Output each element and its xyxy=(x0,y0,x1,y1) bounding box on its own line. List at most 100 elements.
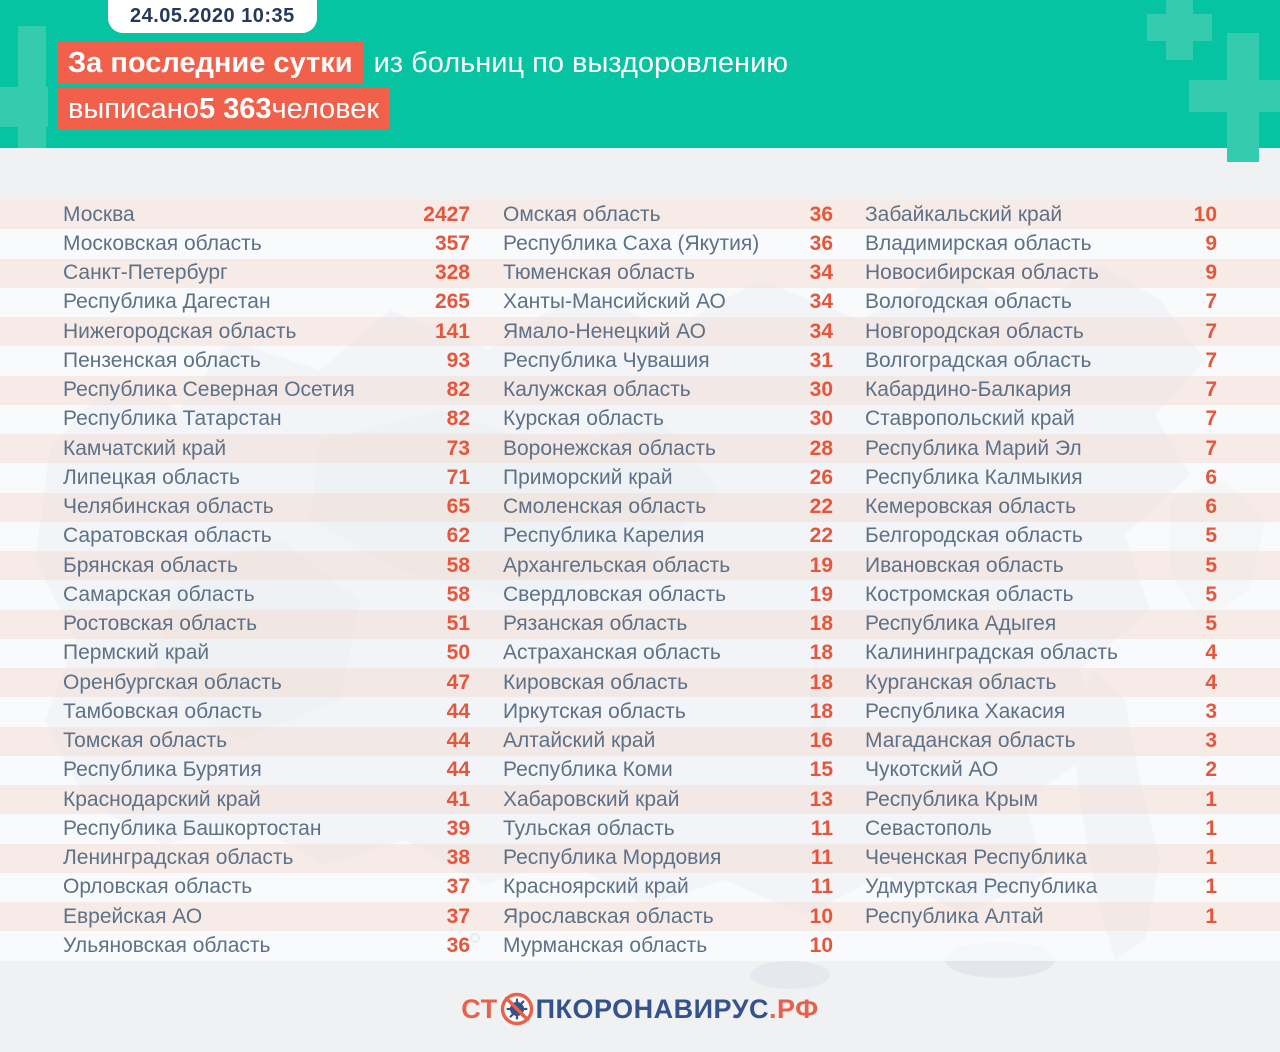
region-row: Кировская область 18 xyxy=(503,668,833,697)
region-name: Ямало-Ненецкий АО xyxy=(503,319,706,343)
region-name: Брянская область xyxy=(63,553,238,577)
region-row: Воронежская область 28 xyxy=(503,434,833,463)
region-row: Республика Адыгея 5 xyxy=(865,610,1217,639)
region-row: Ханты-Мансийский АО 34 xyxy=(503,288,833,317)
region-value: 2427 xyxy=(423,202,470,226)
region-name: Тюменская область xyxy=(503,261,695,285)
region-name: Оренбургская область xyxy=(63,670,282,694)
region-value: 4 xyxy=(1205,641,1217,665)
row-stripe xyxy=(0,872,1280,902)
region-name: Республика Калмыкия xyxy=(865,465,1083,489)
region-name: Курганская область xyxy=(865,670,1057,694)
region-row: Республика Татарстан 82 xyxy=(63,405,470,434)
row-stripe xyxy=(0,434,1280,464)
row-stripe xyxy=(0,726,1280,756)
region-value: 9 xyxy=(1205,231,1217,255)
region-name: Новосибирская область xyxy=(865,261,1099,285)
region-name: Кабардино-Балкария xyxy=(865,378,1072,402)
region-name: Республика Мордовия xyxy=(503,846,722,870)
region-row: Калининградская область 4 xyxy=(865,639,1217,668)
region-name: Мурманская область xyxy=(503,933,708,957)
region-value: 15 xyxy=(809,758,833,782)
region-row: Свердловская область 19 xyxy=(503,580,833,609)
region-name: Саратовская область xyxy=(63,524,272,548)
region-name: Орловская область xyxy=(63,875,253,899)
region-row: Камчатский край 73 xyxy=(63,434,470,463)
logo-text-rf: .РФ xyxy=(769,993,819,1024)
table-columns: Москва 2427 Московская область 357 Санкт-Пет… xyxy=(0,200,1280,961)
region-row: Ямало-Ненецкий АО 34 xyxy=(503,317,833,346)
region-name: Приморский край xyxy=(503,465,673,489)
region-value: 28 xyxy=(809,436,833,460)
plus-cross-icon xyxy=(1189,80,1280,112)
region-name: Санкт-Петербург xyxy=(63,261,228,285)
headline-line2-prefix: выписано xyxy=(68,92,199,125)
region-value: 37 xyxy=(446,875,470,899)
region-row: Ульяновская область 36 xyxy=(63,931,470,960)
region-value: 141 xyxy=(434,319,470,343)
region-row: Архангельская область 19 xyxy=(503,551,833,580)
region-row: Иркутская область 18 xyxy=(503,697,833,726)
headline-line2-suffix: человек xyxy=(271,92,380,125)
region-value: 16 xyxy=(809,729,833,753)
region-row: Пензенская область 93 xyxy=(63,346,470,375)
region-name: Томская область xyxy=(63,729,228,753)
region-value: 18 xyxy=(809,641,833,665)
footer: СТ ПКОРОНАВИРУС .РФ xyxy=(0,986,1280,1032)
row-stripe xyxy=(0,814,1280,844)
region-value: 71 xyxy=(446,465,470,489)
region-value: 1 xyxy=(1205,816,1217,840)
region-row: Чеченская Республика 1 xyxy=(865,844,1217,873)
region-value: 7 xyxy=(1205,319,1217,343)
region-value: 18 xyxy=(809,699,833,723)
region-value: 328 xyxy=(434,261,470,285)
region-name: Республика Хакасия xyxy=(865,699,1066,723)
region-name: Республика Северная Осетия xyxy=(63,378,355,402)
row-stripe xyxy=(0,258,1280,288)
region-name: Ярославская область xyxy=(503,904,714,928)
region-row: Забайкальский край 10 xyxy=(865,200,1217,229)
region-row: Республика Хакасия 3 xyxy=(865,697,1217,726)
region-row: Республика Крым 1 xyxy=(865,785,1217,814)
region-name: Камчатский край xyxy=(63,436,227,460)
region-row: Вологодская область 7 xyxy=(865,288,1217,317)
region-row: Республика Чувашия 31 xyxy=(503,346,833,375)
region-name: Краснодарский край xyxy=(63,787,261,811)
region-name: Липецкая область xyxy=(63,465,240,489)
region-row: Республика Мордовия 11 xyxy=(503,844,833,873)
region-value: 36 xyxy=(809,231,833,255)
region-row: Санкт-Петербург 328 xyxy=(63,259,470,288)
region-name: Челябинская область xyxy=(63,495,274,519)
region-value: 11 xyxy=(810,875,833,899)
row-stripe xyxy=(0,521,1280,551)
region-name: Республика Карелия xyxy=(503,524,705,548)
region-name: Астраханская область xyxy=(503,641,721,665)
region-row: Пермский край 50 xyxy=(63,639,470,668)
region-row: Республика Калмыкия 6 xyxy=(865,463,1217,492)
region-value: 1 xyxy=(1205,875,1217,899)
region-value: 36 xyxy=(446,933,470,957)
row-stripe xyxy=(0,609,1280,639)
region-row: Республика Башкортостан 39 xyxy=(63,814,470,843)
headline: За последние сутки из больниц по выздоро… xyxy=(57,42,788,134)
region-value: 34 xyxy=(809,319,833,343)
region-row: Еврейская АО 37 xyxy=(63,902,470,931)
region-value: 31 xyxy=(809,348,833,372)
region-row: Костромская область 5 xyxy=(865,580,1217,609)
region-row: Московская область 357 xyxy=(63,229,470,258)
row-stripe xyxy=(0,755,1280,785)
region-value: 22 xyxy=(809,495,833,519)
region-name: Кемеровская область xyxy=(865,495,1077,519)
row-stripe xyxy=(0,638,1280,668)
row-stripe xyxy=(0,902,1280,932)
region-name: Ставропольский край xyxy=(865,407,1075,431)
region-name: Республика Татарстан xyxy=(63,407,282,431)
region-row: Республика Саха (Якутия) 36 xyxy=(503,229,833,258)
row-stripe xyxy=(0,931,1280,961)
row-stripe xyxy=(0,697,1280,727)
region-value: 11 xyxy=(810,846,833,870)
region-value: 18 xyxy=(809,670,833,694)
row-stripe xyxy=(0,229,1280,259)
row-stripe xyxy=(0,668,1280,698)
region-value: 58 xyxy=(446,582,470,606)
